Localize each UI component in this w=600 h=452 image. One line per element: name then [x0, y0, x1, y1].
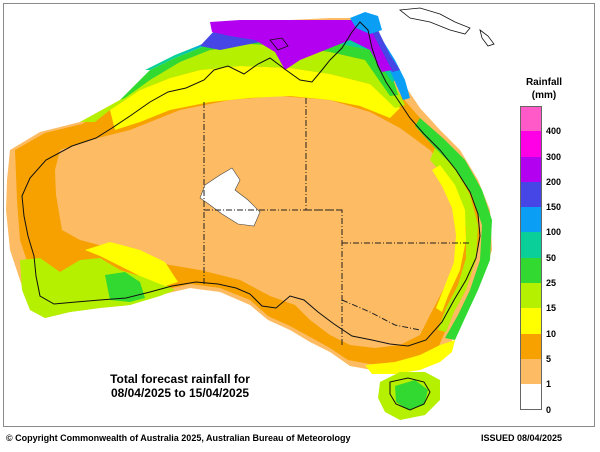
legend-swatch [520, 181, 542, 208]
legend-swatch [520, 131, 542, 157]
legend-row: 100 [520, 207, 590, 237]
rain-zone-10-15mm-north [110, 66, 400, 130]
legend-swatch [520, 257, 542, 284]
legend-row: 0 [520, 384, 590, 415]
rain-zone-15-25mm-southwest [20, 258, 175, 318]
legend-label: 25 [546, 278, 557, 289]
issued-date: ISSUED 08/04/2025 [480, 433, 562, 443]
legend-row: 300 [520, 131, 590, 162]
rain-zone-10-15mm-east [432, 165, 466, 312]
legend-swatch [520, 384, 542, 410]
northern-islands [269, 7, 495, 51]
legend-row: 1 [520, 358, 590, 389]
copyright-text: © Copyright Commonwealth of Australia 20… [6, 433, 351, 443]
caption-line1: Total forecast rainfall for [110, 372, 250, 386]
legend-row: 5 [520, 333, 590, 364]
legend-swatch [520, 283, 542, 309]
rain-zone-200-300mm [210, 20, 392, 72]
legend-swatch [520, 333, 542, 359]
legend-swatch [520, 232, 542, 258]
legend-row: 10 [520, 308, 590, 339]
legend-swatch [520, 308, 542, 334]
rain-zone-100-150mm-capeyork [350, 12, 382, 34]
legend-label: 150 [546, 202, 562, 213]
legend-label: 1 [546, 379, 552, 390]
rainfall-map [6, 7, 495, 420]
legend-label: 10 [546, 328, 557, 339]
legend-label: 50 [546, 252, 557, 263]
legend-label: 400 [546, 126, 562, 137]
legend-swatch [520, 106, 542, 132]
rain-zone-zero-central [199, 167, 261, 227]
rainfall-legend: 400 300 200 150 100 50 25 15 10 5 1 0 [520, 106, 590, 415]
rain-zone-25-50mm-north [120, 34, 398, 100]
legend-row: 15 [520, 283, 590, 313]
rain-zone-10-15mm-southwest [85, 242, 178, 286]
legend-label: 300 [546, 151, 562, 162]
rain-zone-10-15mm-southeast [365, 340, 455, 374]
legend-row: 25 [520, 257, 590, 288]
legend-row: 200 [520, 156, 590, 187]
legend-label: 5 [546, 353, 552, 364]
legend-title-line1: Rainfall [525, 77, 563, 88]
legend-label: 200 [546, 176, 562, 187]
rain-zone-25-50mm-east [415, 118, 492, 340]
legend-title: Rainfall (mm) [512, 76, 576, 102]
map-caption: Total forecast rainfall for 08/04/2025 t… [70, 372, 290, 400]
legend-swatch [520, 156, 542, 182]
legend-swatch [520, 358, 542, 385]
rain-zone-15-25mm-north [80, 44, 405, 122]
legend-row: 400 [520, 106, 590, 136]
legend-label: 15 [546, 303, 557, 314]
rain-zone-tasmania-25-50mm [395, 380, 428, 410]
coastline [21, 21, 481, 347]
state-borders [203, 98, 470, 345]
legend-title-line2: (mm) [531, 90, 557, 101]
legend-swatch [520, 207, 542, 233]
rain-zone-25-50mm-southwest [105, 272, 145, 302]
tasmania-coastline [389, 377, 431, 411]
legend-row: 150 [520, 181, 590, 212]
rain-zone-15-25mm-east [430, 148, 478, 332]
caption-line2: 08/04/2025 to 15/04/2025 [110, 386, 250, 400]
legend-row: 50 [520, 232, 590, 263]
legend-label: 100 [546, 227, 562, 238]
legend-label: 0 [546, 404, 552, 415]
